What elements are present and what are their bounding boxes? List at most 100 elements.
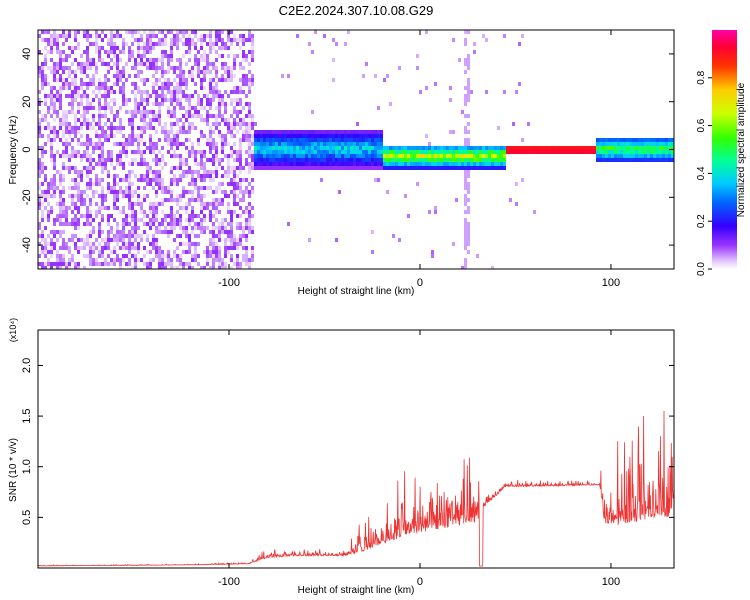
spectrogram-cell (143, 122, 146, 126)
spectrogram-cell (254, 134, 257, 138)
spectrogram-cell (422, 166, 425, 170)
spectrogram-cell (359, 134, 362, 138)
spectrogram-cell (92, 150, 95, 154)
spectrogram-cell (368, 130, 371, 134)
spectrogram-cell (452, 38, 455, 42)
spectrogram-cell (74, 150, 77, 154)
spectrogram-cell (131, 242, 134, 246)
spectrogram-cell (53, 190, 56, 194)
spectrogram-cell (122, 82, 125, 86)
spectrogram-cell (347, 146, 350, 150)
spectrogram-cell (335, 162, 338, 166)
spectrogram-cell (77, 174, 80, 178)
spectrogram-cell (422, 154, 425, 158)
spectrogram-cell (86, 86, 89, 90)
spectrogram-cell (209, 30, 212, 34)
spectrogram-cell (188, 126, 191, 130)
spectrogram-cell (122, 102, 125, 106)
spectrogram-cell (158, 186, 161, 190)
spectrogram-cell (74, 226, 77, 230)
spectrogram-cell (116, 254, 119, 258)
spectrogram-cell (398, 158, 401, 162)
spectrogram-cell (146, 170, 149, 174)
spectrogram-cell (224, 266, 227, 269)
spectrogram-cell (338, 154, 341, 158)
spectrogram-cell (197, 66, 200, 70)
spectrogram-cell (149, 122, 152, 126)
spectrogram-cell (149, 110, 152, 114)
spectrogram-cell (212, 254, 215, 258)
spectrogram-cell (95, 214, 98, 218)
spectrogram-cell (86, 210, 89, 214)
spectrogram-cell (356, 138, 359, 142)
spectrogram-cell (107, 118, 110, 122)
spectrogram-cell (203, 194, 206, 198)
spectrogram-cell (497, 162, 500, 166)
spectrogram-cell (443, 150, 446, 154)
spectrogram-cell (77, 102, 80, 106)
spectrogram-cell (608, 154, 611, 158)
spectrogram-cell (242, 118, 245, 122)
spectrogram-cell (608, 138, 611, 142)
spectrogram-cell (176, 182, 179, 186)
spectrogram-cell (128, 202, 131, 206)
spectrogram-cell (191, 206, 194, 210)
spectrogram-cell (236, 222, 239, 226)
spectrogram-cell (113, 190, 116, 194)
spectrogram-cell (131, 202, 134, 206)
spectrogram-cell (224, 102, 227, 106)
spectrogram-cell (362, 150, 365, 154)
spectrogram-cell (86, 106, 89, 110)
spectrogram-cell (44, 250, 47, 254)
spectrogram-cell (236, 166, 239, 170)
spectrogram-cell (275, 142, 278, 146)
spectrogram-cell (80, 134, 83, 138)
spectrogram-cell (92, 218, 95, 222)
spectrogram-cell (152, 110, 155, 114)
spectrogram-cell (149, 222, 152, 226)
spectrogram-cell (98, 34, 101, 38)
spectrogram-cell (239, 90, 242, 94)
spectrogram-cell (239, 62, 242, 66)
spectrogram-cell (566, 146, 569, 150)
spectrogram-cell (167, 198, 170, 202)
spectrogram-cell (464, 102, 467, 106)
spectrogram-cell (191, 94, 194, 98)
spectrogram-cell (200, 202, 203, 206)
spectrogram-cell (284, 134, 287, 138)
spectrogram-cell (218, 250, 221, 254)
spectrogram-cell (296, 142, 299, 146)
spectrogram-cell (152, 214, 155, 218)
spectrogram-cell (581, 150, 584, 154)
spectrogram-cell (254, 154, 257, 158)
spectrogram-cell (332, 130, 335, 134)
spectrogram-cell (98, 230, 101, 234)
spectrogram-cell (464, 218, 467, 222)
spectrogram-cell (314, 154, 317, 158)
spectrogram-cell (116, 78, 119, 82)
spectrogram-cell (272, 166, 275, 170)
spectrogram-cell (137, 258, 140, 262)
spectrogram-cell (347, 30, 350, 34)
spectrogram-cell (596, 150, 599, 154)
spectrogram-cell (146, 66, 149, 70)
spectrogram-cell (209, 214, 212, 218)
spectrogram-cell (179, 222, 182, 226)
spectrogram-cell (86, 122, 89, 126)
spectrogram-cell (437, 150, 440, 154)
spectrogram-cell (209, 50, 212, 54)
spectrogram-cell (110, 250, 113, 254)
spectrogram-cell (65, 266, 68, 269)
spectrogram-cell (653, 154, 656, 158)
spectrogram-cell (113, 62, 116, 66)
spectrogram-cell (197, 226, 200, 230)
spectrogram-cell (107, 246, 110, 250)
spectrogram-cell (161, 66, 164, 70)
spectrogram-cell (524, 150, 527, 154)
spectrogram-cell (275, 162, 278, 166)
spectrogram-cell (302, 130, 305, 134)
spectrogram-cell (110, 98, 113, 102)
spectrogram-cell (380, 134, 383, 138)
spectrogram-cell (137, 102, 140, 106)
spectrogram-cell (167, 98, 170, 102)
